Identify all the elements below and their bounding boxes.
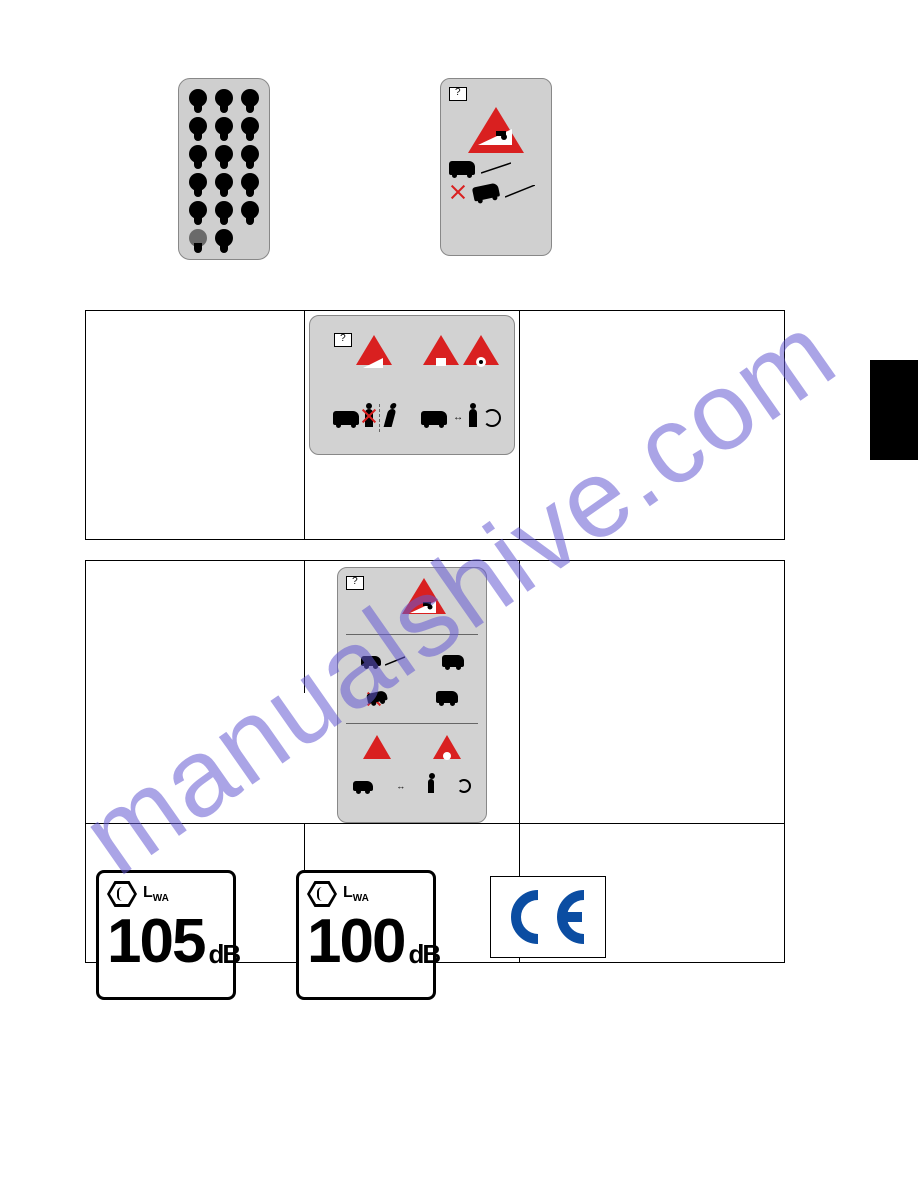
read-manual-icon — [346, 576, 364, 590]
noise-unit: dB — [208, 941, 239, 967]
runner-icon — [383, 409, 396, 427]
tyre-pin-icon — [215, 229, 233, 253]
tyre-pin-icon — [215, 117, 233, 141]
mower-reverse-icon — [436, 691, 458, 703]
tyre-pin-icon — [189, 173, 207, 197]
tyre-pin-icon — [241, 201, 259, 225]
tyre-pin-icon — [215, 201, 233, 225]
mower-icon — [421, 411, 447, 425]
table-cell — [520, 311, 784, 539]
prohibited-icon — [449, 183, 467, 201]
table-cell — [86, 311, 305, 539]
tyre-pin-icon — [215, 173, 233, 197]
noise-level-label-105: LWA 105 dB — [96, 870, 236, 1000]
mower-icon — [333, 411, 359, 425]
tyre-pin-icon — [215, 145, 233, 169]
noise-unit: dB — [408, 941, 439, 967]
tyre-pin-icon — [241, 89, 259, 113]
mower-icon — [353, 781, 373, 791]
table-cell — [86, 561, 305, 693]
tyre-pin-icon — [189, 201, 207, 225]
tyre-pressure-decal — [178, 78, 270, 260]
warning-triangle-icon — [363, 735, 391, 759]
mower-level-icon — [449, 161, 475, 175]
lwa-symbol: LWA — [343, 884, 369, 904]
page-tab-black — [870, 360, 918, 460]
bystander-icon — [428, 779, 434, 793]
safety-decal-wide: ↔ — [309, 315, 515, 455]
mower-collector-icon — [442, 655, 464, 667]
rotating-parts-icon — [457, 779, 471, 793]
tyre-pin-flat-icon — [189, 229, 207, 253]
rotating-parts-icon — [483, 409, 501, 427]
warning-triangle-icon — [468, 107, 524, 153]
mower-slope-icon — [472, 182, 500, 201]
table-cell — [520, 561, 784, 693]
warning-triangle-icon — [423, 335, 459, 365]
tyre-pin-icon — [189, 89, 207, 113]
ce-mark-icon — [500, 887, 596, 947]
warning-debris-icon — [463, 335, 499, 365]
tyre-pin-icon — [241, 173, 259, 197]
read-manual-icon — [334, 333, 352, 347]
ce-mark-label — [490, 876, 606, 958]
sound-hex-icon — [307, 881, 337, 907]
safety-decal-tall: ↔ — [337, 567, 487, 823]
slope-line-icon — [505, 185, 535, 199]
tyre-pin-icon — [189, 117, 207, 141]
tyre-pin-icon — [241, 117, 259, 141]
mower-level-icon — [361, 656, 381, 666]
tyre-pin-icon — [189, 145, 207, 169]
warning-debris-icon — [433, 735, 461, 759]
slope-tip-icon — [476, 119, 516, 147]
tyre-pin-icon — [241, 145, 259, 169]
slope-warning-decal — [440, 78, 552, 256]
safety-decal-table-1: ↔ — [85, 310, 785, 540]
warning-triangle-icon — [402, 578, 446, 614]
table-cell: ↔ — [305, 561, 519, 823]
slope-line-icon — [481, 161, 511, 175]
table-cell: ↔ — [305, 311, 519, 539]
noise-value: 105 — [107, 911, 204, 973]
tyre-pin-icon — [215, 89, 233, 113]
noise-value: 100 — [307, 911, 404, 973]
lwa-symbol: LWA — [143, 884, 169, 904]
bystander-icon — [469, 409, 477, 427]
sound-hex-icon — [107, 881, 137, 907]
warning-triangle-icon — [356, 335, 392, 365]
noise-level-label-100: LWA 100 dB — [296, 870, 436, 1000]
prohibited-icon — [360, 407, 378, 425]
read-manual-icon — [449, 87, 467, 101]
